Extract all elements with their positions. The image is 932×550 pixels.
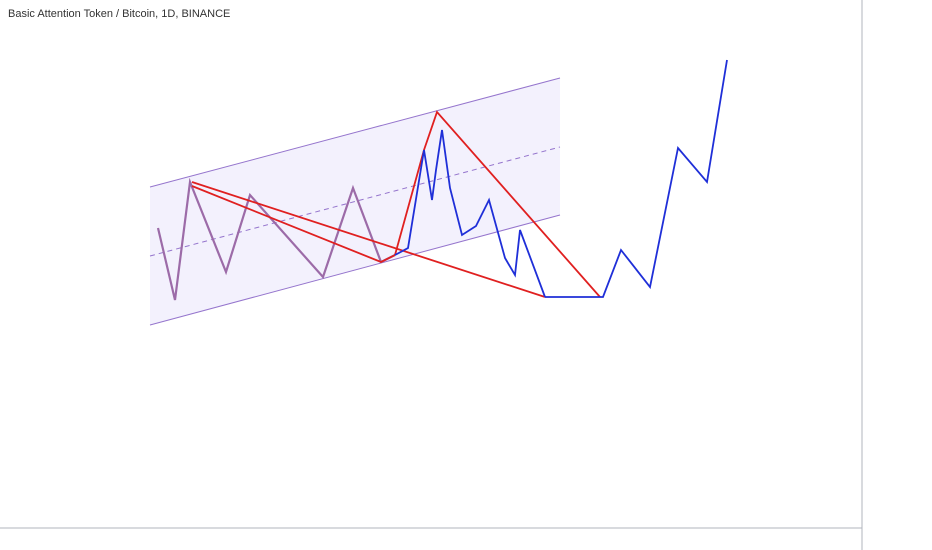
chart-title: Basic Attention Token / Bitcoin, 1D, BIN… <box>8 8 230 20</box>
wave-path <box>156 177 396 301</box>
blue-wave <box>394 129 546 298</box>
channel-top <box>149 77 561 188</box>
red-line <box>191 185 396 263</box>
channel-bottom <box>149 214 561 326</box>
red-line <box>191 181 546 298</box>
channel-mid <box>149 146 561 257</box>
wave-lines <box>156 59 728 301</box>
channel-fill <box>150 78 560 325</box>
red-line <box>394 110 601 298</box>
projection-wave <box>545 59 728 298</box>
drawings <box>149 77 561 326</box>
